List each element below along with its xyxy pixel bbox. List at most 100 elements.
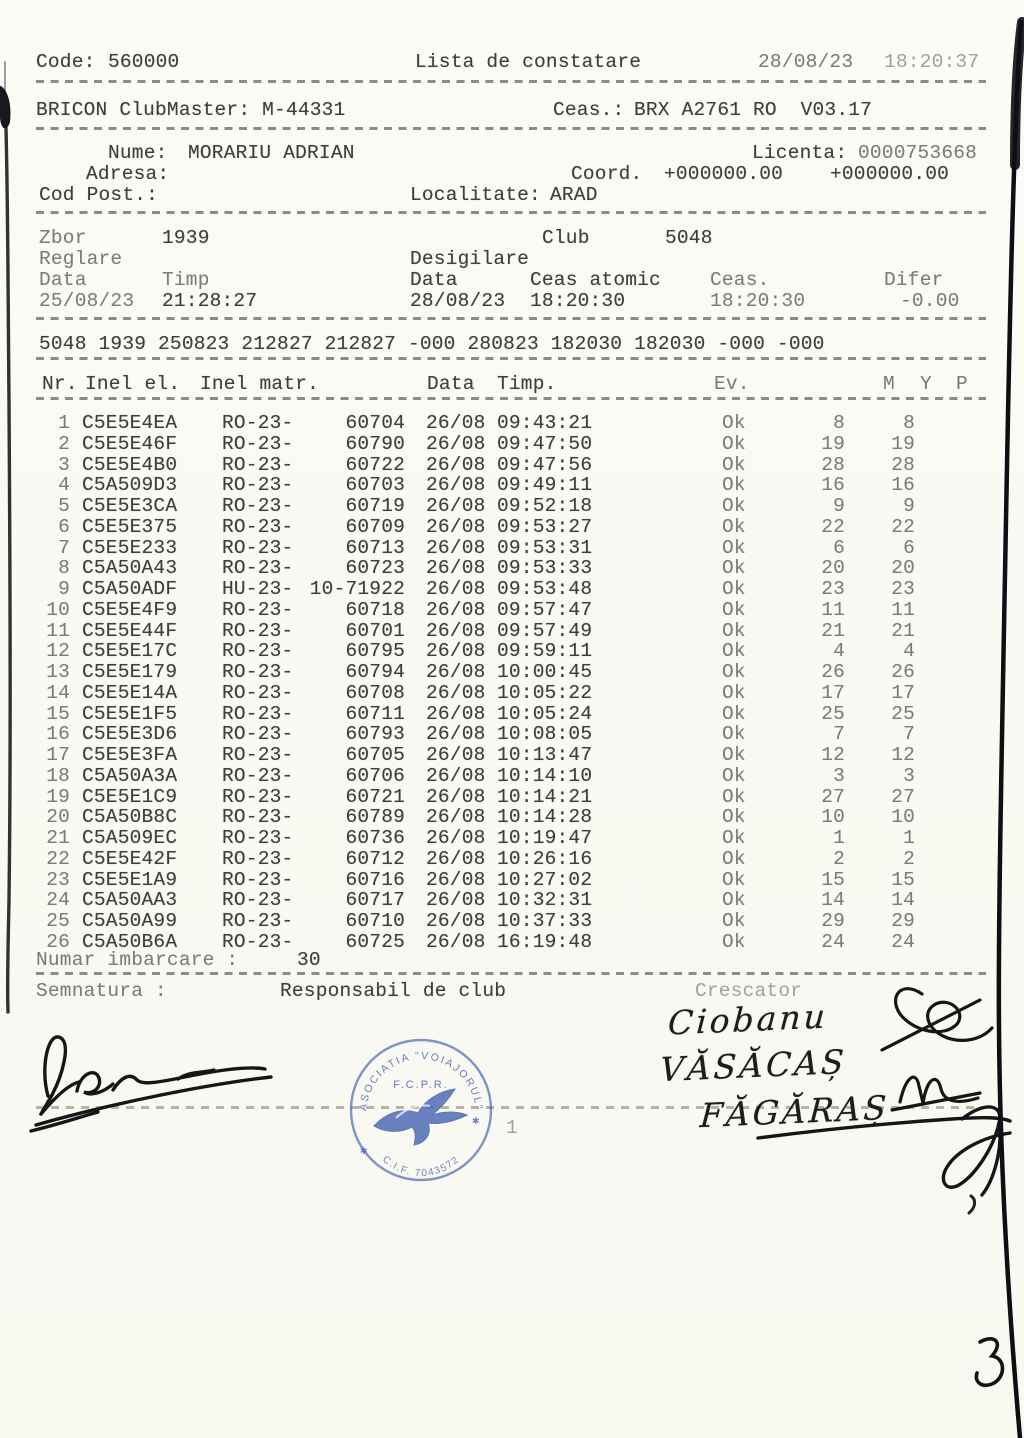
cell-country: RO-23-: [222, 827, 294, 849]
stamp-star-left: ✱: [360, 1144, 367, 1158]
dashed-separator: [36, 972, 986, 975]
cell-nr: 20: [46, 806, 70, 829]
col-header-inel-matr: Inel matr.: [200, 373, 320, 395]
cell-inel-el: C5E5E17C: [82, 640, 178, 663]
cell-nr: 21: [46, 827, 70, 849]
cell-data: 26/08: [426, 640, 486, 663]
cell-y: 27: [891, 785, 915, 808]
cell-timp: 10:26:16: [497, 847, 593, 870]
club-stamp: ASOCIATIA "VOIAJORUL" C.I.F. 7043572 F.C…: [349, 1038, 493, 1182]
dashed-separator: [36, 357, 986, 360]
table-row: 15 C5E5E1F5 RO-23- 60711 26/08 10:05:24 Ok 25 25: [0, 704, 1024, 725]
cell-y: 19: [891, 432, 915, 455]
header-time: 18:20:37: [884, 51, 980, 73]
clock-label: Ceas.:: [553, 99, 625, 121]
cell-inel-matr: 60721: [345, 785, 405, 808]
cell-country: RO-23-: [222, 723, 294, 746]
dashed-separator: [36, 80, 986, 83]
cell-ev: Ok: [722, 453, 746, 476]
code-label: Code:: [36, 51, 96, 73]
cell-country: RO-23-: [222, 536, 294, 559]
cell-ev: Ok: [722, 702, 746, 725]
reglare-timp: 21:28:27: [162, 290, 258, 312]
cell-country: RO-23-: [222, 474, 294, 497]
cell-country: RO-23-: [222, 640, 294, 663]
locality-value: ARAD: [550, 184, 598, 206]
cell-m: 11: [821, 598, 845, 621]
cell-timp: 10:05:22: [497, 681, 593, 704]
cell-country: RO-23-: [222, 619, 294, 642]
cell-inel-matr: 60793: [345, 723, 405, 746]
cell-inel-el: C5E5E1F5: [82, 702, 178, 725]
cell-m: 26: [821, 661, 845, 683]
reglare-label: Reglare: [39, 248, 123, 270]
cell-y: 14: [891, 889, 915, 912]
cell-ev: Ok: [722, 661, 746, 683]
cell-inel-matr: 60713: [345, 536, 405, 559]
cell-m: 3: [833, 764, 845, 787]
cell-inel-el: C5E5E179: [82, 661, 178, 683]
cell-inel-matr: 60704: [345, 412, 405, 434]
cell-timp: 10:32:31: [497, 889, 593, 912]
cell-data: 26/08: [426, 785, 486, 808]
cell-inel-el: C5E5E4B0: [82, 453, 178, 476]
cell-data: 26/08: [426, 412, 486, 434]
cell-timp: 09:49:11: [497, 474, 593, 497]
cell-country: RO-23-: [222, 702, 294, 725]
cell-ev: Ok: [722, 910, 746, 932]
desigilare-label: Desigilare: [410, 248, 530, 270]
cell-m: 1: [833, 827, 845, 849]
dashed-separator: [36, 211, 986, 214]
col-header-m: M: [883, 373, 895, 395]
cell-timp: 09:53:31: [497, 536, 593, 559]
cell-timp: 09:57:47: [497, 598, 593, 621]
cell-country: RO-23-: [222, 744, 294, 766]
cell-nr: 23: [46, 868, 70, 891]
coord-value-2: +000000.00: [830, 163, 950, 185]
cell-ev: Ok: [722, 681, 746, 704]
cell-m: 7: [833, 723, 845, 746]
reglare-data: 25/08/23: [39, 290, 135, 312]
cell-y: 22: [891, 515, 915, 538]
cell-country: RO-23-: [222, 598, 294, 621]
cell-data: 26/08: [426, 827, 486, 849]
table-row: 14 C5E5E14A RO-23- 60708 26/08 10:05:22 Ok 17 17: [0, 683, 1024, 704]
cell-nr: 26: [46, 930, 70, 953]
address-label: Adresa:: [86, 163, 170, 185]
header-date: 28/08/23: [758, 51, 854, 73]
cell-y: 16: [891, 474, 915, 497]
cell-ev: Ok: [722, 557, 746, 580]
cell-nr: 3: [58, 453, 70, 476]
cell-inel-matr: 60701: [345, 619, 405, 642]
cell-inel-el: C5A50AA3: [82, 889, 178, 912]
cell-inel-el: C5E5E1C9: [82, 785, 178, 808]
coord-value-1: +000000.00: [664, 163, 784, 185]
zbor-value: 1939: [162, 227, 210, 249]
cell-country: RO-23-: [222, 681, 294, 704]
dove-icon: [373, 1088, 469, 1146]
cell-ev: Ok: [722, 412, 746, 434]
cell-nr: 15: [46, 702, 70, 725]
cell-country: RO-23-: [222, 515, 294, 538]
dashed-separator: [36, 397, 986, 400]
dashed-separator: [36, 1106, 986, 1109]
cell-inel-matr: 60710: [345, 910, 405, 932]
data-label-2: Data: [410, 269, 458, 291]
cell-country: RO-23-: [222, 806, 294, 829]
cell-inel-matr: 60706: [345, 764, 405, 787]
cell-inel-el: C5A50A43: [82, 557, 178, 580]
col-header-p: P: [956, 373, 968, 395]
cell-data: 26/08: [426, 868, 486, 891]
cell-y: 3: [903, 764, 915, 787]
cell-inel-matr: 60725: [345, 930, 405, 953]
cell-ev: Ok: [722, 474, 746, 497]
cell-y: 10: [891, 806, 915, 829]
cell-timp: 10:13:47: [497, 744, 593, 766]
numar-imbarcare-value: 30: [297, 949, 321, 971]
cell-country: RO-23-: [222, 764, 294, 787]
name-value: MORARIU ADRIAN: [188, 142, 355, 164]
cell-timp: 09:47:56: [497, 453, 593, 476]
cell-y: 1: [903, 827, 915, 849]
ceas-atomic-label: Ceas atomic: [530, 269, 661, 291]
